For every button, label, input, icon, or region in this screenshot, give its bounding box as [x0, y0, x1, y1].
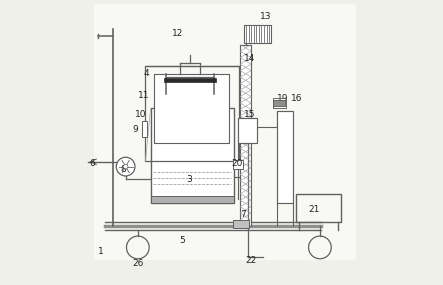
- Bar: [273, 100, 285, 106]
- Bar: [151, 109, 234, 203]
- Text: 14: 14: [244, 54, 256, 63]
- Bar: [145, 66, 239, 161]
- Bar: [296, 194, 341, 223]
- Text: 8: 8: [121, 165, 127, 174]
- Bar: [233, 221, 249, 228]
- Bar: [272, 98, 286, 108]
- Text: 26: 26: [132, 258, 144, 268]
- Text: 21: 21: [308, 205, 319, 214]
- Bar: [141, 121, 147, 137]
- Text: 3: 3: [186, 175, 192, 184]
- Bar: [240, 45, 251, 226]
- Text: 9: 9: [132, 125, 138, 134]
- Text: 10: 10: [135, 110, 147, 119]
- Bar: [233, 160, 243, 170]
- Text: 4: 4: [144, 68, 149, 78]
- Bar: [277, 111, 293, 203]
- Text: 5: 5: [179, 236, 185, 245]
- Text: 13: 13: [260, 12, 271, 21]
- Bar: [154, 74, 229, 142]
- Bar: [238, 118, 257, 142]
- Text: 1: 1: [98, 247, 104, 256]
- Text: 15: 15: [244, 110, 256, 119]
- Text: 22: 22: [246, 256, 257, 265]
- Bar: [164, 78, 216, 82]
- Text: 6: 6: [89, 159, 95, 168]
- Bar: [244, 25, 271, 43]
- Circle shape: [123, 164, 128, 169]
- Text: 12: 12: [172, 29, 183, 38]
- Text: 16: 16: [291, 94, 303, 103]
- Bar: [151, 196, 234, 203]
- Text: 11: 11: [138, 91, 149, 100]
- Text: 20: 20: [231, 159, 243, 168]
- Text: 7: 7: [240, 210, 246, 219]
- Circle shape: [116, 157, 135, 176]
- Text: 19: 19: [277, 94, 288, 103]
